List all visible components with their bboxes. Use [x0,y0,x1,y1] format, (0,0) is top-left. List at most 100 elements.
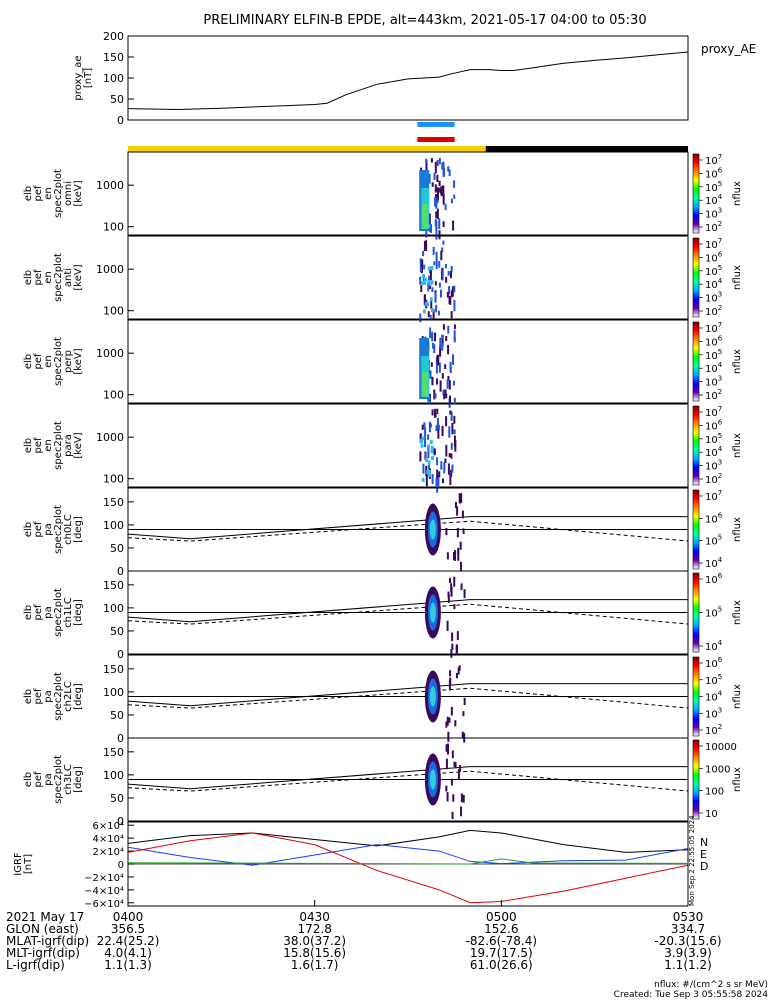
energy-colorbar [692,321,700,402]
igrf-line [127,829,689,853]
energy-speckle [434,197,437,207]
energy-speckle [435,251,438,260]
igrf-ytick-label: −6×10⁴ [84,899,124,910]
colorbar-label: nflux [732,600,743,625]
footer-value: 38.0(37.2) [283,934,346,948]
pitch-colorbar [692,739,700,820]
energy-speckle [440,250,443,261]
pitch-speckle [445,744,448,752]
energy-flux-speckle [429,440,433,445]
energy-speckle [429,370,432,379]
pitch-ytick-label: 0 [117,732,124,745]
igrf-ylabel: IGRF [nT] [13,852,34,876]
colorbar-tick-label: 103 [705,706,722,720]
ylabel-line: spec2plot [53,755,64,804]
pitch-speckle [445,527,448,536]
energy-speckle [440,461,443,470]
ae-ytick-label: 100 [103,72,124,85]
energy-speckle [447,270,450,276]
energy-speckle [444,458,447,464]
pitch-speckle [461,510,464,519]
ylabel-line: [keV] [73,432,84,458]
footer-row-label: L-igrf(dip) [6,958,65,972]
energy-speckle [453,429,456,435]
colorbar-tick-label: 106 [705,511,723,525]
black-status-bar [485,146,688,152]
colorbar-tick-label: 104 [705,361,723,375]
pitch-ylabel: elb pef pa spec2plot ch3LC [deg] [23,755,84,804]
colorbar-tick-label: 103 [705,291,722,305]
energy-speckle [451,354,454,365]
pitch-ytick-label: 100 [103,686,124,699]
pitch-ytick-label: 100 [103,519,124,532]
energy-speckle [449,410,452,415]
pitch-speckle [449,670,452,677]
energy-speckle [441,162,444,170]
energy-flux-speckle [430,449,434,454]
pitch-speckle [460,493,463,503]
pitch-speckle [457,667,460,675]
pitch-colorbar [692,572,700,653]
energy-speckle [447,375,450,381]
colorbar-tick-label: 107 [705,405,722,419]
red-status-bar [417,137,455,142]
energy-flux-speckle [427,279,431,284]
ylabel-line: [deg] [73,766,84,793]
energy-speckle [435,221,438,231]
footer-value: 15.8(15.6) [283,946,346,960]
igrf-line [127,844,689,866]
colorbar-tick-label: 104 [705,445,723,459]
energy-ytick-label: 100 [103,389,124,402]
pitch-speckle [456,631,459,641]
energy-speckle [419,433,422,439]
pitch-speckle [448,717,451,723]
energy-speckle [427,446,430,459]
pitch-speckle [447,731,450,742]
energy-speckle [438,282,441,288]
energy-speckle [453,299,456,312]
pitch-speckle [453,576,456,587]
pitch-flux-core [429,602,436,623]
energy-speckle [444,364,447,370]
pitch-ytick-label: 150 [103,579,124,592]
pitch-upper-line [127,766,688,790]
energy-speckle [433,389,436,400]
energy-speckle [431,287,434,293]
pitch-lower-dashed-line [127,520,689,542]
pitch-speckle [463,589,466,599]
energy-flux-speckle [420,443,424,448]
igrf-legend-d: D [700,860,708,873]
energy-speckle [433,172,436,180]
energy-speckle [439,289,442,298]
energy-speckle [436,208,439,220]
energy-speckle [439,346,442,357]
energy-ylabel: elb pef en spec2plot para [keV] [23,421,84,470]
colorbar-label: nflux [732,181,743,206]
energy-speckle [436,354,439,363]
energy-ytick-label: 100 [103,305,124,318]
ylabel-line: elb [23,772,34,787]
energy-speckle [453,337,456,343]
ae-line [127,51,689,111]
energy-speckle [435,211,438,219]
energy-speckle [436,408,439,415]
ylabel-line: spec2plot [53,588,64,637]
colorbar-tick-label: 106 [705,418,723,432]
ylabel-line: pa [43,773,54,785]
energy-speckle [442,221,445,228]
energy-speckle [425,480,428,487]
ae-panel-frame [127,35,689,121]
colorbar-tick-label: 106 [705,334,723,348]
colorbar-label: nflux [732,767,743,792]
energy-speckle [450,290,453,298]
footer-value: 0500 [486,910,517,924]
pitch-speckle [458,765,461,773]
ylabel-line: pef [33,771,44,788]
pitch-speckle [462,711,465,717]
energy-speckle [444,203,447,211]
footer-value: 19.7(17.5) [470,946,533,960]
energy-flux-speckle [420,439,424,444]
colorbar-tick-label: 10 [705,809,718,820]
